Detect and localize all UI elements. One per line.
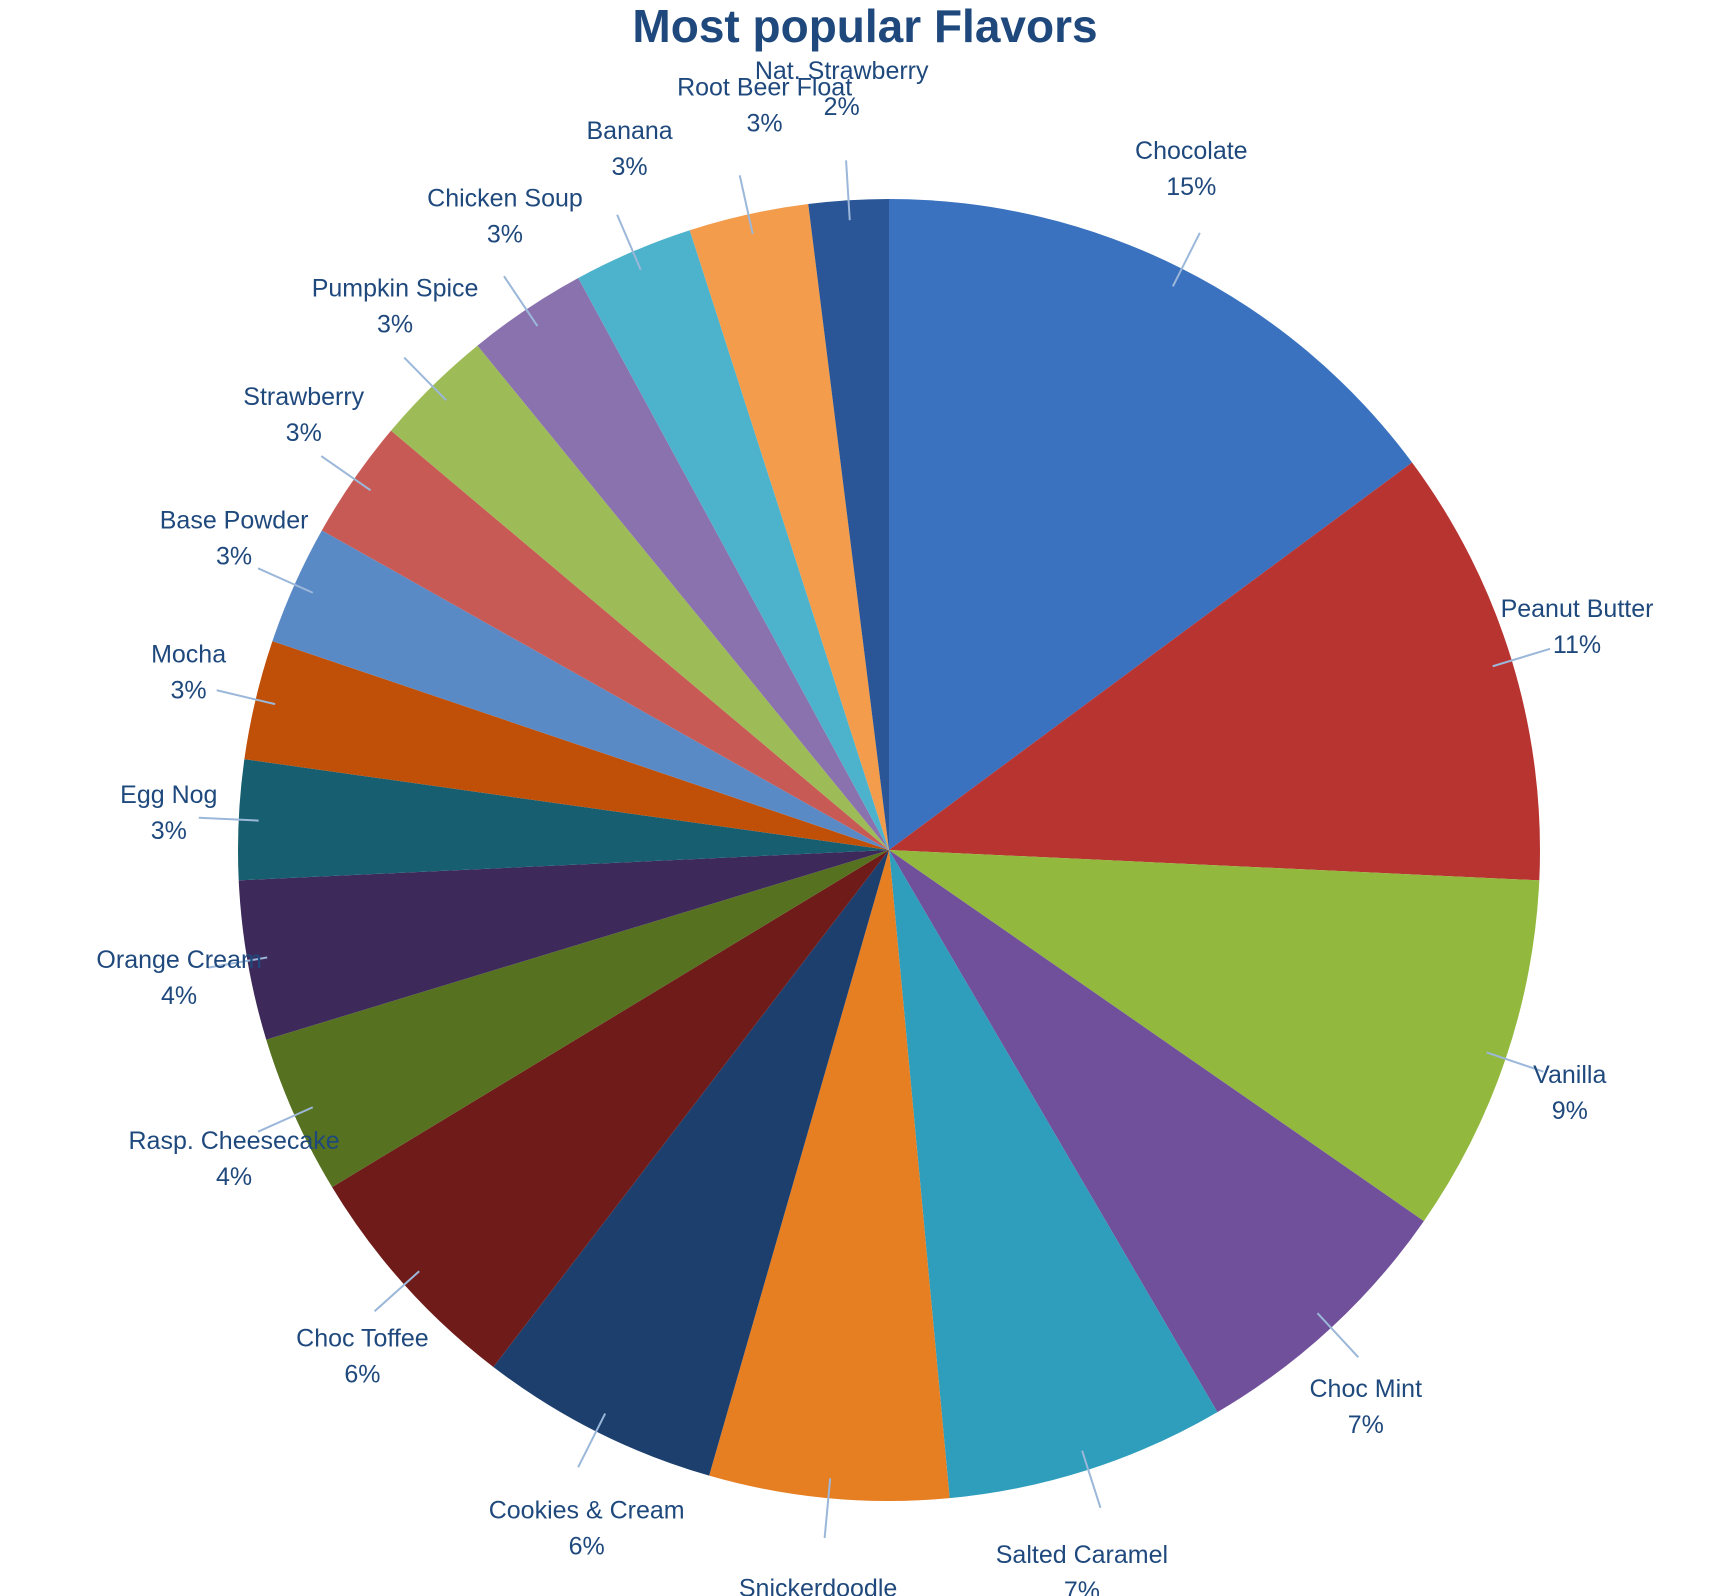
data-label-name: Snickerdoodle xyxy=(739,1574,897,1596)
pie-slice xyxy=(477,277,889,851)
pie-slice xyxy=(889,850,1540,1222)
leader-line xyxy=(320,455,372,492)
leader-line xyxy=(216,689,276,706)
pie-slice xyxy=(266,850,889,1188)
pie-slice xyxy=(244,641,890,850)
leader-line xyxy=(738,175,754,235)
pie-slice xyxy=(889,850,1424,1413)
data-label-value: 15% xyxy=(1166,173,1216,201)
data-label-name: Cookies & Cream xyxy=(489,1496,685,1524)
leader-line xyxy=(257,567,314,594)
pie-slice xyxy=(321,430,890,850)
data-label-name: Orange Cream xyxy=(96,946,261,974)
leader-line xyxy=(403,356,448,402)
data-label-name: Strawberry xyxy=(243,383,364,411)
data-label-value: 11% xyxy=(1553,631,1601,659)
data-label-name: Base Powder xyxy=(160,506,309,534)
leader-line xyxy=(1171,232,1201,287)
pie-slice xyxy=(332,850,889,1367)
data-label-name: Root Beer Float xyxy=(677,74,852,102)
leader-line xyxy=(503,275,539,327)
data-label-name: Peanut Butter xyxy=(1501,595,1654,623)
leader-line xyxy=(207,956,268,969)
data-label-value: 3% xyxy=(216,542,252,570)
data-label-name: Vanilla xyxy=(1533,1061,1606,1089)
data-label-value: 3% xyxy=(487,221,523,249)
pie-slice xyxy=(889,850,1218,1499)
pie-slice xyxy=(272,530,889,850)
data-label-name: Mocha xyxy=(151,641,226,669)
pie-slice xyxy=(689,204,889,850)
leader-line xyxy=(1486,1051,1544,1073)
data-label-name: Pumpkin Spice xyxy=(312,274,479,302)
data-label-value: 3% xyxy=(286,419,322,447)
data-label-name: Egg Nog xyxy=(120,781,217,809)
pie-slice xyxy=(493,850,889,1476)
data-label-value: 3% xyxy=(612,153,648,181)
data-label-value: 9% xyxy=(1552,1097,1588,1125)
leader-line xyxy=(257,1106,314,1133)
data-label-value: 3% xyxy=(151,817,187,845)
leader-line xyxy=(373,1270,420,1313)
leader-line xyxy=(1081,1450,1102,1509)
chart-title: Most popular Flavors xyxy=(632,0,1097,52)
data-label-value: 7% xyxy=(1348,1411,1384,1439)
leader-line xyxy=(577,1413,607,1468)
data-label-name: Chocolate xyxy=(1135,137,1248,165)
pie-slice xyxy=(391,345,889,850)
pie-slice xyxy=(238,850,890,1040)
data-label-name: Chicken Soup xyxy=(427,185,583,213)
data-label-name: Choc Mint xyxy=(1310,1375,1423,1403)
data-label-value: 2% xyxy=(824,93,860,121)
data-label-value: 6% xyxy=(344,1361,380,1389)
pie-slice xyxy=(808,199,889,850)
data-label-value: 4% xyxy=(216,1163,252,1191)
leader-line xyxy=(198,816,259,822)
data-label-value: 4% xyxy=(161,982,197,1010)
leader-line xyxy=(1316,1312,1359,1358)
data-label-value: 3% xyxy=(747,110,783,138)
data-label-value: 6% xyxy=(569,1532,605,1560)
leader-line xyxy=(616,214,642,271)
data-label-name: Salted Caramel xyxy=(996,1541,1168,1569)
pie-slice xyxy=(889,462,1540,881)
pie-slice xyxy=(709,850,950,1501)
pie-slice xyxy=(238,759,889,881)
leader-line xyxy=(823,1478,832,1539)
data-label-value: 7% xyxy=(1064,1577,1100,1596)
data-label-value: 3% xyxy=(377,310,413,338)
pie-slice xyxy=(578,230,889,850)
leader-line xyxy=(1492,647,1551,668)
data-label-value: 3% xyxy=(171,677,207,705)
data-label-name: Rasp. Cheesecake xyxy=(128,1127,339,1155)
data-label-name: Choc Toffee xyxy=(296,1325,429,1353)
data-label-name: Nat. Strawberry xyxy=(755,57,929,85)
data-label-name: Banana xyxy=(586,117,672,145)
pie-slice xyxy=(889,199,1413,850)
leader-line xyxy=(845,160,851,221)
